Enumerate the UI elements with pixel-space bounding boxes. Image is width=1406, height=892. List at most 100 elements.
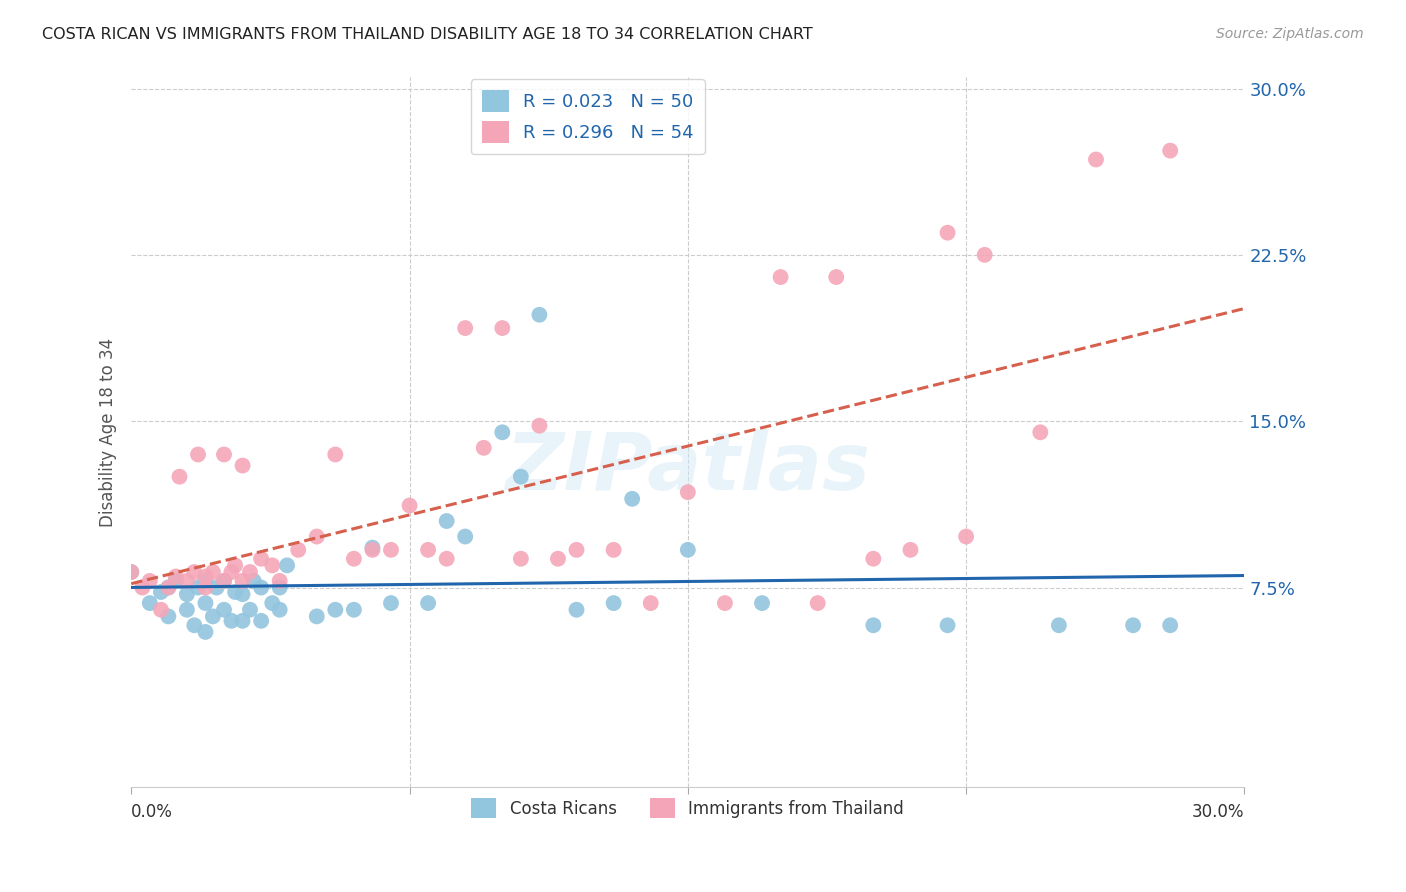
Point bbox=[262, 596, 284, 610]
Point bbox=[194, 581, 217, 595]
Point bbox=[323, 448, 346, 462]
Point bbox=[807, 596, 830, 610]
Point bbox=[862, 551, 884, 566]
Point bbox=[187, 448, 209, 462]
Point bbox=[194, 596, 217, 610]
Text: ZIPatlas: ZIPatlas bbox=[505, 429, 870, 507]
Point bbox=[157, 581, 180, 595]
Text: Source: ZipAtlas.com: Source: ZipAtlas.com bbox=[1216, 27, 1364, 41]
Point bbox=[169, 469, 191, 483]
Point bbox=[212, 574, 235, 588]
Legend: Costa Ricans, Immigrants from Thailand: Costa Ricans, Immigrants from Thailand bbox=[465, 791, 911, 825]
Point bbox=[232, 458, 254, 473]
Point bbox=[602, 542, 624, 557]
Point bbox=[157, 581, 180, 595]
Point bbox=[305, 609, 328, 624]
Point bbox=[212, 574, 235, 588]
Point bbox=[120, 565, 142, 579]
Point bbox=[825, 270, 848, 285]
Point bbox=[621, 491, 644, 506]
Point bbox=[287, 542, 309, 557]
Point bbox=[398, 499, 420, 513]
Point bbox=[509, 551, 531, 566]
Point bbox=[565, 542, 588, 557]
Point bbox=[221, 614, 243, 628]
Point bbox=[1047, 618, 1070, 632]
Point bbox=[416, 596, 439, 610]
Point bbox=[769, 270, 792, 285]
Point bbox=[224, 558, 246, 573]
Point bbox=[239, 603, 262, 617]
Point bbox=[436, 514, 458, 528]
Point bbox=[305, 530, 328, 544]
Point bbox=[343, 551, 366, 566]
Point bbox=[454, 530, 477, 544]
Point bbox=[194, 574, 217, 588]
Text: COSTA RICAN VS IMMIGRANTS FROM THAILAND DISABILITY AGE 18 TO 34 CORRELATION CHAR: COSTA RICAN VS IMMIGRANTS FROM THAILAND … bbox=[42, 27, 813, 42]
Point bbox=[232, 614, 254, 628]
Point bbox=[250, 614, 273, 628]
Point bbox=[250, 581, 273, 595]
Point bbox=[955, 530, 977, 544]
Point bbox=[436, 551, 458, 566]
Point bbox=[221, 565, 243, 579]
Point bbox=[862, 618, 884, 632]
Point bbox=[640, 596, 662, 610]
Point bbox=[165, 569, 187, 583]
Point bbox=[547, 551, 569, 566]
Point bbox=[269, 574, 291, 588]
Point bbox=[250, 551, 273, 566]
Text: 0.0%: 0.0% bbox=[131, 803, 173, 821]
Point bbox=[454, 321, 477, 335]
Point bbox=[1159, 618, 1181, 632]
Point bbox=[416, 542, 439, 557]
Point bbox=[232, 587, 254, 601]
Point bbox=[139, 574, 162, 588]
Point bbox=[120, 565, 142, 579]
Point bbox=[194, 569, 217, 583]
Point bbox=[183, 565, 205, 579]
Point bbox=[529, 418, 551, 433]
Point bbox=[269, 603, 291, 617]
Point bbox=[714, 596, 737, 610]
Point bbox=[139, 596, 162, 610]
Point bbox=[262, 558, 284, 573]
Point bbox=[323, 603, 346, 617]
Point bbox=[242, 574, 264, 588]
Point bbox=[343, 603, 366, 617]
Point bbox=[232, 574, 254, 588]
Point bbox=[149, 603, 172, 617]
Point bbox=[676, 542, 699, 557]
Point bbox=[157, 609, 180, 624]
Point bbox=[602, 596, 624, 610]
Point bbox=[194, 624, 217, 639]
Point bbox=[565, 603, 588, 617]
Point bbox=[1029, 425, 1052, 440]
Point bbox=[176, 603, 198, 617]
Point bbox=[239, 565, 262, 579]
Point bbox=[380, 596, 402, 610]
Point bbox=[183, 618, 205, 632]
Point bbox=[205, 581, 228, 595]
Point bbox=[676, 485, 699, 500]
Point bbox=[529, 308, 551, 322]
Point bbox=[973, 248, 995, 262]
Point bbox=[176, 574, 198, 588]
Point bbox=[491, 321, 513, 335]
Point bbox=[361, 541, 384, 555]
Point bbox=[201, 609, 224, 624]
Point bbox=[165, 574, 187, 588]
Point bbox=[201, 565, 224, 579]
Point bbox=[751, 596, 773, 610]
Point bbox=[131, 581, 153, 595]
Point bbox=[380, 542, 402, 557]
Y-axis label: Disability Age 18 to 34: Disability Age 18 to 34 bbox=[100, 338, 117, 527]
Point bbox=[176, 587, 198, 601]
Point bbox=[472, 441, 495, 455]
Point bbox=[1122, 618, 1144, 632]
Point bbox=[276, 558, 298, 573]
Point bbox=[936, 226, 959, 240]
Point bbox=[509, 469, 531, 483]
Point bbox=[149, 585, 172, 599]
Point bbox=[936, 618, 959, 632]
